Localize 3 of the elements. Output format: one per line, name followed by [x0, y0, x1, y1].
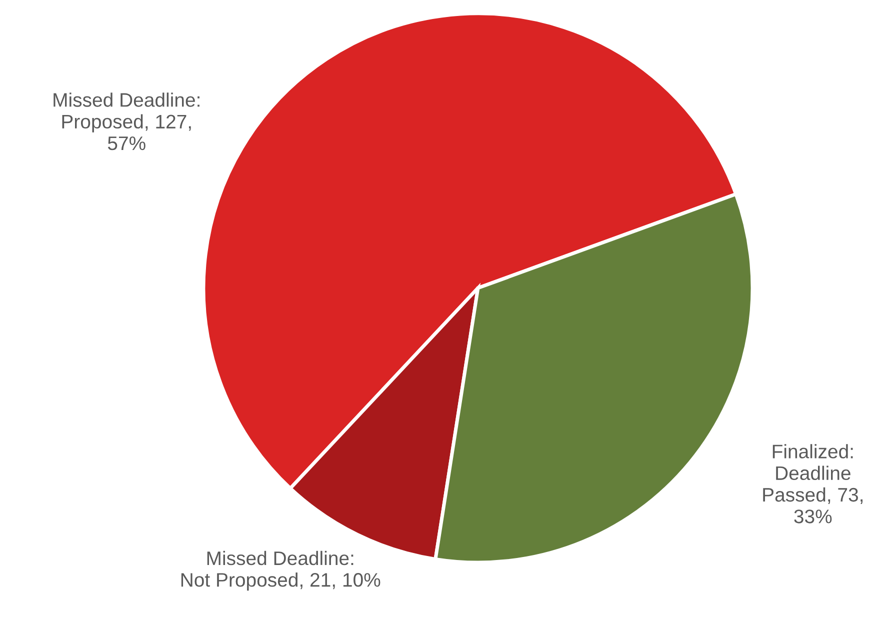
- slice-label: Missed Deadline: Not Proposed, 21, 10%: [181, 550, 380, 591]
- slice-label: Finalized: Deadline Passed, 73, 33%: [763, 444, 863, 524]
- slice-label: Missed Deadline: Proposed, 127, 57%: [54, 92, 200, 150]
